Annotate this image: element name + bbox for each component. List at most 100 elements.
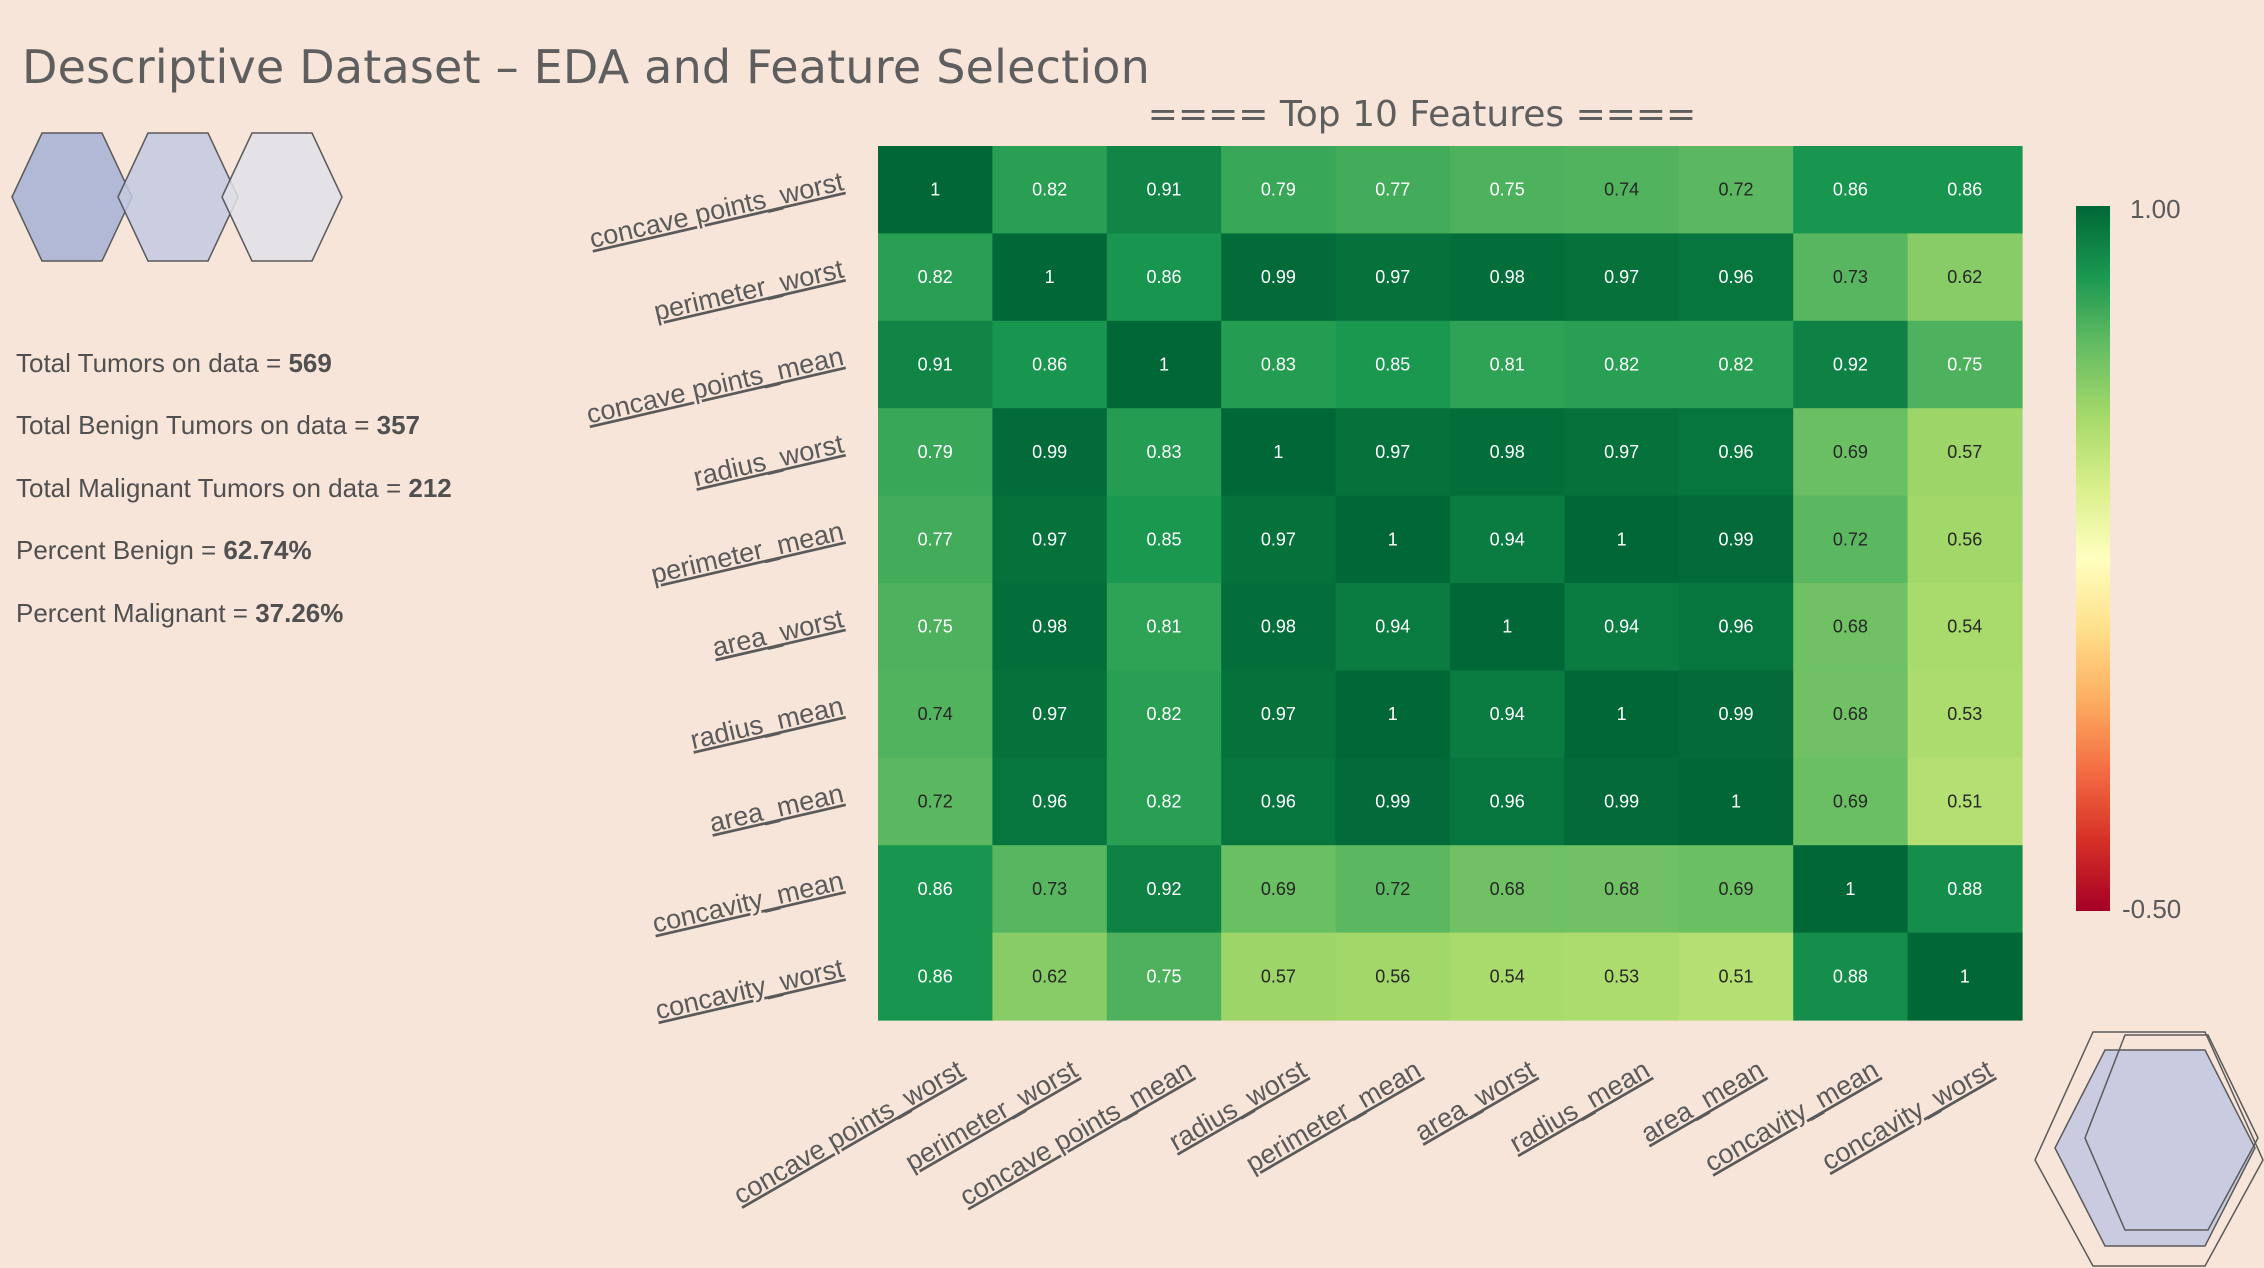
heatmap-cell-label: 0.82 bbox=[1718, 355, 1753, 375]
stat-label: Percent Benign = bbox=[16, 535, 224, 565]
heatmap-cell bbox=[1678, 495, 1794, 584]
heatmap-cell-label: 0.92 bbox=[1146, 879, 1181, 899]
heatmap-cell-label: 0.96 bbox=[1718, 267, 1753, 287]
heatmap-cell bbox=[1221, 408, 1337, 497]
colorbar-min-label: -0.50 bbox=[2122, 894, 2181, 924]
heatmap-cell bbox=[878, 757, 993, 846]
heatmap-cell-label: 0.82 bbox=[1146, 792, 1181, 812]
heatmap-cell-label: 0.69 bbox=[1833, 792, 1868, 812]
heatmap-cell-label: 0.96 bbox=[1261, 792, 1296, 812]
heatmap-cell-label: 0.75 bbox=[1490, 180, 1525, 200]
heatmap-cell bbox=[992, 320, 1108, 409]
heatmap-cell bbox=[1221, 757, 1337, 846]
heatmap-cell bbox=[1106, 233, 1222, 322]
slide-title: Descriptive Dataset – EDA and Feature Se… bbox=[22, 40, 1150, 94]
heatmap-cell-label: 0.94 bbox=[1490, 529, 1525, 549]
heatmap-cell bbox=[1793, 670, 1909, 759]
heatmap-cell-label: 1 bbox=[1388, 529, 1398, 549]
heatmap-cell bbox=[1907, 932, 2023, 1021]
heatmap-cell bbox=[1678, 408, 1794, 497]
heatmap-cell bbox=[878, 845, 993, 934]
heatmap-cell-label: 0.86 bbox=[918, 966, 953, 986]
heatmap-cell-label: 0.57 bbox=[1261, 966, 1296, 986]
heatmap-cell bbox=[1678, 932, 1794, 1021]
heatmap-cell-label: 0.97 bbox=[1261, 529, 1296, 549]
heatmap-cell-label: 1 bbox=[1845, 879, 1855, 899]
heatmap-cell bbox=[878, 320, 993, 409]
heatmap-cell bbox=[878, 495, 993, 584]
heatmap-cell bbox=[1221, 583, 1337, 671]
heatmap-cell-label: 0.98 bbox=[1490, 442, 1525, 462]
heatmap-cell-label: 0.69 bbox=[1833, 442, 1868, 462]
heatmap-cell bbox=[1221, 146, 1337, 234]
stat-value: 569 bbox=[288, 348, 332, 378]
heatmap-cell-label: 0.88 bbox=[1947, 879, 1982, 899]
column-labels: concave points_worstperimeter_worstconca… bbox=[728, 1054, 1998, 1212]
stat-percent-malignant: Percent Malignant = 37.26% bbox=[16, 598, 343, 629]
heatmap-cell-label: 1 bbox=[1731, 792, 1741, 812]
heatmap-cell bbox=[1907, 757, 2023, 846]
heatmap-cell bbox=[1450, 408, 1565, 497]
stat-value: 212 bbox=[408, 473, 452, 503]
heatmap-cell-label: 0.81 bbox=[1146, 617, 1181, 637]
heatmap-cell bbox=[1564, 932, 1680, 1021]
stat-value: 62.74% bbox=[223, 535, 312, 565]
heatmap-cell-label: 0.97 bbox=[1375, 442, 1410, 462]
heatmap-cell bbox=[1678, 670, 1794, 759]
heatmap-cell bbox=[1678, 845, 1794, 934]
heatmap-cell-label: 0.86 bbox=[1833, 180, 1868, 200]
heatmap-cell bbox=[1221, 495, 1337, 584]
heatmap-cell-label: 1 bbox=[1502, 617, 1512, 637]
heatmap-cell-label: 0.96 bbox=[1718, 442, 1753, 462]
heatmap-cell-label: 0.97 bbox=[1604, 267, 1639, 287]
heatmap-cell-label: 0.85 bbox=[1146, 529, 1181, 549]
heatmap-cell bbox=[1564, 845, 1680, 934]
stat-malignant-tumors: Total Malignant Tumors on data = 212 bbox=[16, 473, 452, 504]
heatmap-cell bbox=[1678, 757, 1794, 846]
heatmap-cell-label: 0.97 bbox=[1032, 704, 1067, 724]
heatmap-cell-label: 0.86 bbox=[918, 879, 953, 899]
hexagon-shape bbox=[2054, 1049, 2256, 1247]
row-tick-label: concavity_worst bbox=[652, 953, 846, 1026]
heatmap-cell bbox=[1335, 670, 1451, 759]
heatmap-cell-label: 0.91 bbox=[918, 355, 953, 375]
heatmap-cell bbox=[1450, 757, 1565, 846]
heatmap-cell bbox=[1106, 495, 1222, 584]
heatmap-cell-label: 0.83 bbox=[1146, 442, 1181, 462]
heatmap-cell-label: 0.86 bbox=[1146, 267, 1181, 287]
heatmap-cell-label: 0.86 bbox=[1032, 355, 1067, 375]
heatmap-cell-label: 0.81 bbox=[1490, 355, 1525, 375]
heatmap-cell-label: 0.73 bbox=[1032, 879, 1067, 899]
heatmap-cell-label: 0.96 bbox=[1490, 792, 1525, 812]
heatmap-cell bbox=[1793, 320, 1909, 409]
heatmap-cell bbox=[992, 670, 1108, 759]
heatmap-cell bbox=[1335, 146, 1451, 234]
heatmap-cell bbox=[1106, 932, 1222, 1021]
hexagon-shape bbox=[2084, 1034, 2259, 1231]
heatmap-cell-label: 0.99 bbox=[1375, 792, 1410, 812]
heatmap-cell-label: 0.97 bbox=[1032, 529, 1067, 549]
heatmap-cell-label: 0.68 bbox=[1833, 617, 1868, 637]
heatmap-cell bbox=[878, 233, 993, 322]
heatmap-cell bbox=[1106, 583, 1222, 671]
hexagon-decoration-bottom bbox=[2034, 1031, 2264, 1267]
row-tick-label: concavity_mean bbox=[649, 866, 846, 939]
heatmap-cell bbox=[1907, 408, 2023, 497]
heatmap-cell-label: 0.92 bbox=[1833, 355, 1868, 375]
heatmap-cell-label: 0.91 bbox=[1146, 180, 1181, 200]
heatmap-cell bbox=[1106, 670, 1222, 759]
heatmap-cell bbox=[1221, 932, 1337, 1021]
heatmap-cell-label: 0.85 bbox=[1375, 355, 1410, 375]
stat-label: Total Malignant Tumors on data = bbox=[16, 473, 409, 503]
heatmap-cell-label: 0.54 bbox=[1490, 966, 1525, 986]
heatmap-cell bbox=[878, 408, 993, 497]
heatmap-cell-label: 0.73 bbox=[1833, 267, 1868, 287]
heatmap-cell bbox=[1793, 845, 1909, 934]
heatmap-cell bbox=[1335, 233, 1451, 322]
heatmap-cell-label: 0.62 bbox=[1032, 966, 1067, 986]
stat-total-tumors: Total Tumors on data = 569 bbox=[16, 348, 332, 379]
stat-label: Total Benign Tumors on data = bbox=[16, 410, 377, 440]
heatmap-cell-label: 1 bbox=[1273, 442, 1283, 462]
heatmap-cell bbox=[1106, 757, 1222, 846]
heatmap-cell bbox=[1564, 320, 1680, 409]
